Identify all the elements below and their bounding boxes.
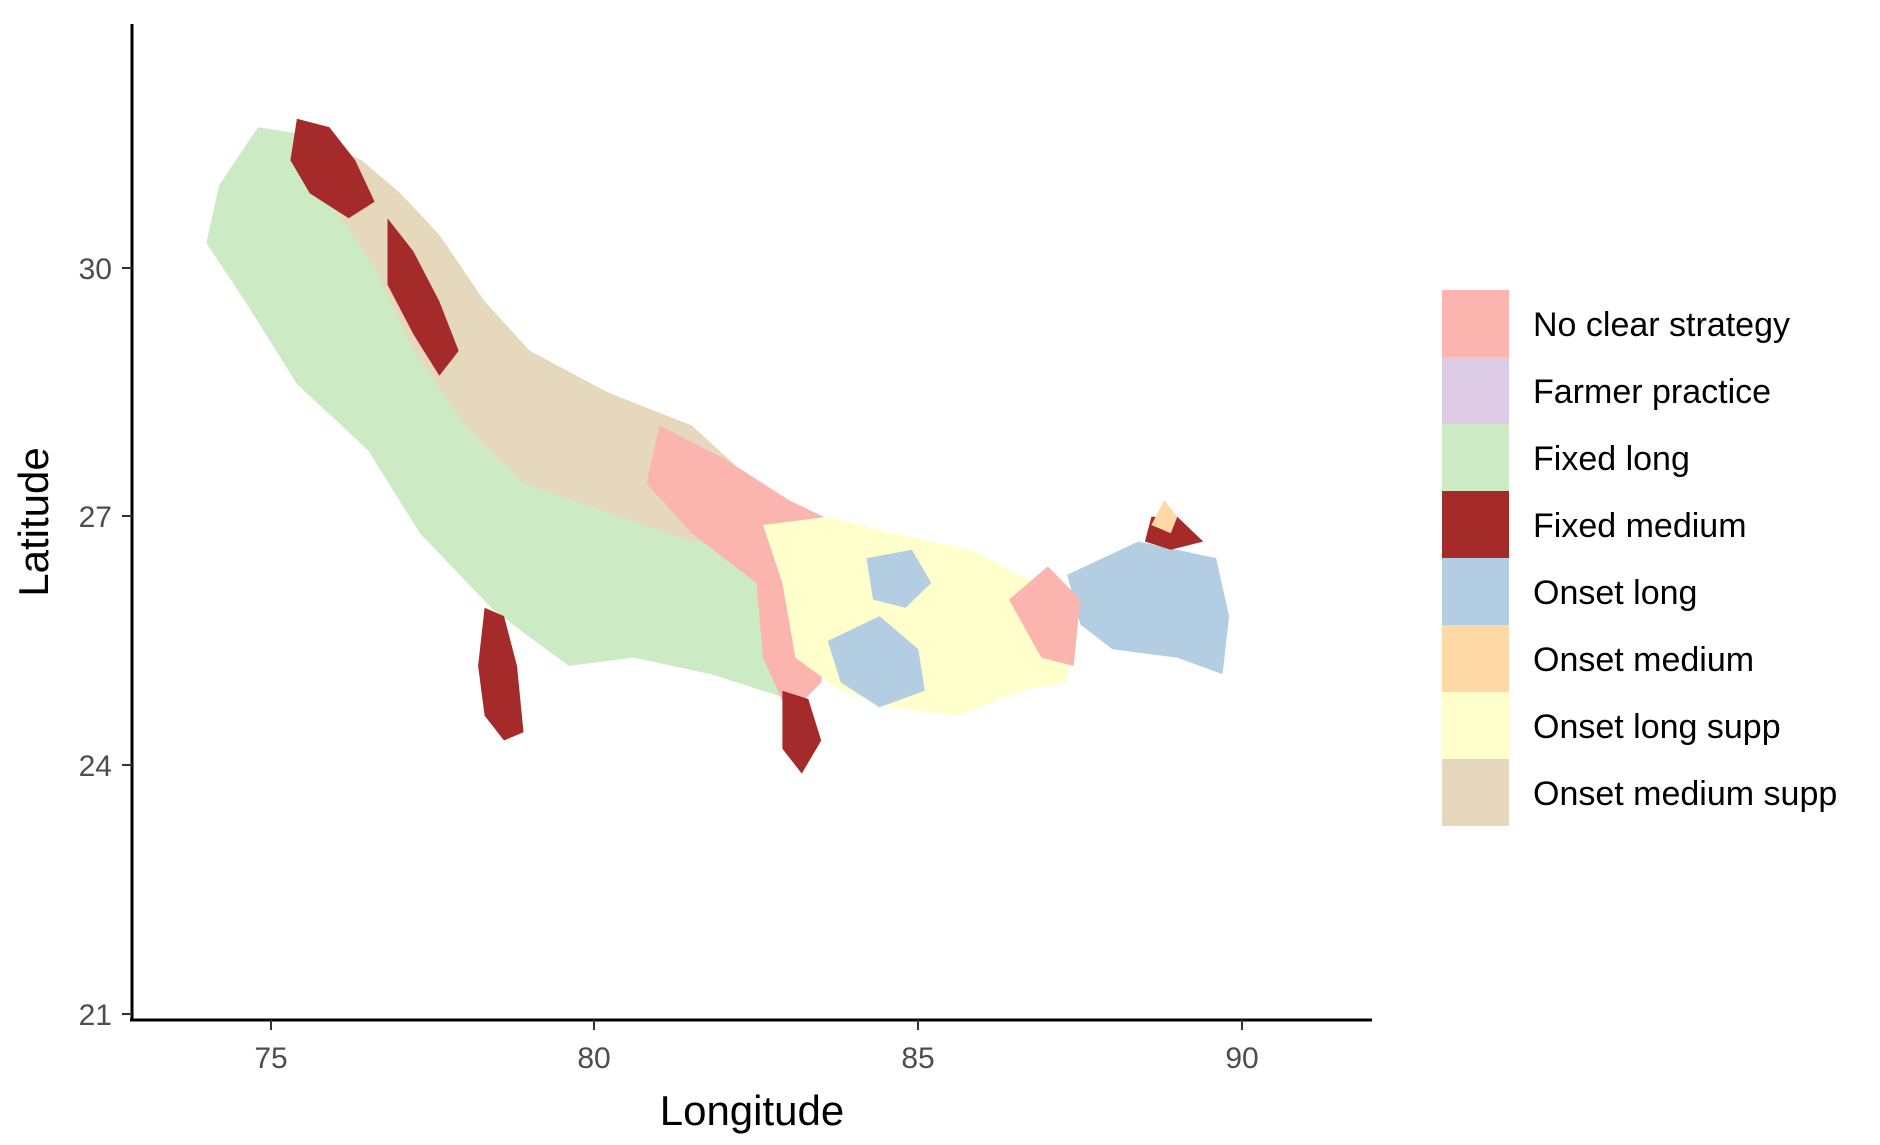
map-region-onset-medium-supp-1 [309,135,763,542]
legend-swatch-onset-medium-supp [1442,759,1509,826]
x-tick-label-85: 85 [901,1042,934,1075]
legend-swatch-no-clear-strategy [1442,290,1509,357]
x-axis-title: Longitude [660,1087,845,1134]
y-tick-label-21: 21 [79,999,112,1032]
map-region-fixed-medium-11 [782,690,822,774]
legend-swatch-onset-long [1442,558,1509,625]
y-tick-label-30: 30 [79,253,112,286]
legend-swatch-fixed-medium [1442,491,1509,558]
y-axis-title: Latitude [10,447,57,596]
legend-label-no-clear-strategy: No clear strategy [1533,306,1790,344]
legend-swatch-onset-long-supp [1442,692,1509,759]
map-region-onset-medium-13 [1151,500,1178,534]
y-axis-ticks: 30 27 24 21 [79,253,132,1032]
legend: No clear strategy Farmer practice Fixed … [1442,290,1837,826]
legend-label-onset-long: Onset long [1533,574,1697,612]
legend-swatch-farmer-practice [1442,357,1509,424]
legend-label-onset-long-supp: Onset long supp [1533,708,1781,746]
map-region-onset-long-6 [827,616,925,708]
strategy-map-regions [206,118,1230,774]
legend-label-fixed-long: Fixed long [1533,440,1690,478]
x-tick-label-80: 80 [577,1042,610,1075]
x-tick-label-75: 75 [254,1042,287,1075]
legend-label-fixed-medium: Fixed medium [1533,507,1747,545]
map-region-fixed-medium-10 [478,607,524,741]
map-region-fixed-medium-9 [387,218,459,376]
legend-swatch-onset-medium [1442,625,1509,692]
map-region-fixed-long-0 [206,127,822,700]
map-region-no-clear-strategy-7 [1009,566,1081,666]
map-region-onset-long-4 [1067,541,1230,675]
x-axis-ticks: 75 80 85 90 [254,1020,1259,1075]
x-tick-label-90: 90 [1225,1042,1258,1075]
legend-swatch-fixed-long [1442,424,1509,491]
legend-label-onset-medium-supp: Onset medium supp [1533,775,1837,813]
map-region-onset-long-5 [866,549,932,608]
y-tick-label-24: 24 [79,750,112,783]
legend-label-onset-medium: Onset medium [1533,641,1754,679]
y-tick-label-27: 27 [79,501,112,534]
map-region-no-clear-strategy-2 [646,425,841,716]
map-region-fixed-medium-8 [290,118,375,219]
legend-label-farmer-practice: Farmer practice [1533,373,1771,411]
